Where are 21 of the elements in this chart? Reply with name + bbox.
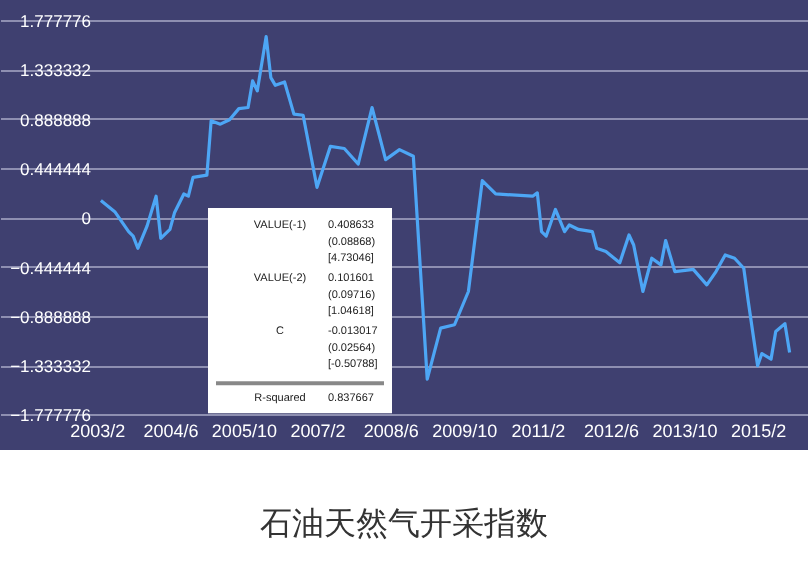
y-tick-label: −0.444444 [10, 257, 92, 278]
y-tick-label: 0.444444 [20, 158, 92, 179]
x-tick-label: 2005/10 [211, 421, 277, 441]
text: 石油天然气开采指数 [260, 504, 548, 542]
y-tick-label: −1.333332 [10, 356, 92, 377]
x-tick-label: 2013/10 [652, 421, 718, 441]
x-tick-label: 2015/2 [731, 421, 787, 441]
line-series [99, 34, 792, 381]
y-tick-label: −0.888888 [10, 306, 92, 327]
x-tick-label: 2007/2 [290, 421, 346, 441]
y-tick-label: −1.777776 [10, 405, 92, 426]
y-tick-label: 0.888888 [20, 109, 92, 130]
y-tick-label: 1.333332 [20, 60, 92, 81]
x-tick-label: 2004/6 [143, 421, 199, 441]
y-tick-label: 0 [81, 208, 92, 229]
x-tick-label: 2008/6 [363, 421, 419, 441]
x-tick-label: 2003/2 [70, 421, 126, 441]
x-tick-label: 2011/2 [511, 421, 566, 441]
x-tick-label: 2009/10 [432, 421, 498, 441]
y-tick-label: 1.777776 [20, 11, 92, 32]
x-tick-label: 2012/6 [584, 421, 640, 441]
